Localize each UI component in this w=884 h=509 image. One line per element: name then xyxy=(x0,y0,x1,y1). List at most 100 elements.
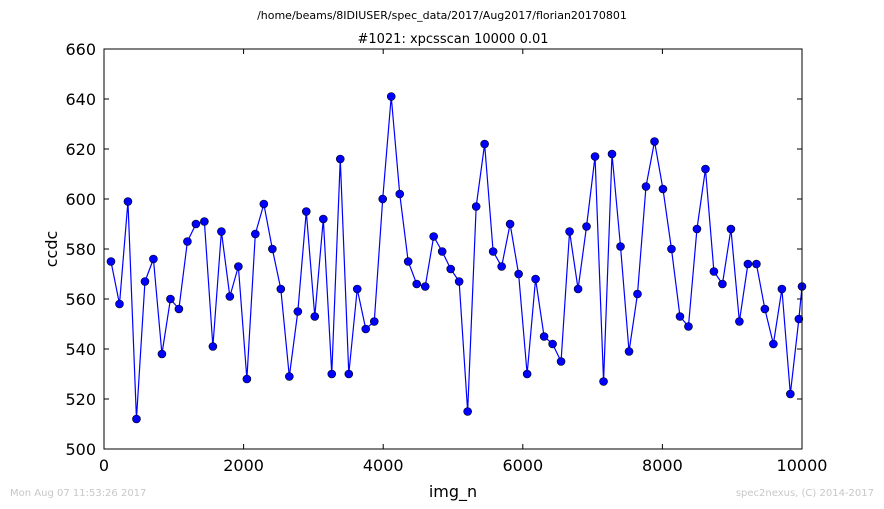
data-point xyxy=(335,154,345,164)
data-point xyxy=(573,284,583,294)
x-tick-label: 4000 xyxy=(363,456,404,475)
data-point xyxy=(174,304,184,314)
data-point xyxy=(412,279,422,289)
y-tick-label: 640 xyxy=(65,90,96,109)
data-point xyxy=(200,217,209,226)
data-point xyxy=(590,152,600,161)
data-point xyxy=(522,369,532,379)
y-axis-label: ccdc xyxy=(42,231,61,268)
data-point xyxy=(115,299,124,309)
data-point xyxy=(191,219,201,229)
data-point xyxy=(582,222,591,231)
data-point xyxy=(641,182,651,191)
data-point xyxy=(599,377,608,386)
data-point xyxy=(395,189,405,199)
data-point xyxy=(463,407,472,416)
footer-timestamp: Mon Aug 07 11:53:26 2017 xyxy=(10,488,147,499)
y-tick-label: 540 xyxy=(65,340,96,359)
data-point xyxy=(310,312,320,321)
data-point xyxy=(437,247,447,256)
data-point xyxy=(650,137,659,146)
data-point xyxy=(361,324,371,334)
data-point xyxy=(344,369,354,379)
x-tick-label: 2000 xyxy=(223,456,264,475)
data-point xyxy=(743,259,753,269)
data-point xyxy=(548,339,557,349)
data-point xyxy=(454,277,464,286)
data-point xyxy=(140,277,150,286)
data-point xyxy=(285,372,294,381)
data-point xyxy=(386,92,396,101)
data-point xyxy=(123,197,133,206)
data-point xyxy=(514,269,523,279)
data-point xyxy=(352,284,362,294)
data-point xyxy=(183,237,192,246)
axes: 0 2000 4000 6000 8000 10000 500 520 540 560 580 600… xyxy=(65,40,827,475)
plot-area xyxy=(106,92,807,424)
x-tick-label: 10000 xyxy=(777,456,828,475)
chart-suptitle: /home/beams/8IDIUSER/spec_data/2017/Aug2… xyxy=(257,9,627,22)
data-point xyxy=(293,307,303,316)
x-axis-label: img_n xyxy=(429,482,477,502)
data-point xyxy=(684,322,693,331)
data-point xyxy=(531,274,540,284)
data-point xyxy=(794,314,804,324)
data-point xyxy=(217,227,226,236)
data-point xyxy=(446,264,455,274)
y-tick-label: 500 xyxy=(65,440,96,459)
data-point xyxy=(658,184,668,194)
data-point xyxy=(624,347,634,356)
data-point xyxy=(505,219,515,229)
data-point xyxy=(769,339,778,349)
x-tick-label: 0 xyxy=(99,456,109,475)
data-point xyxy=(429,232,438,241)
data-point xyxy=(777,284,787,294)
data-point xyxy=(319,214,328,224)
data-point xyxy=(301,207,311,216)
data-point xyxy=(675,312,685,321)
data-point xyxy=(718,279,727,289)
data-point xyxy=(225,292,235,301)
data-point xyxy=(633,289,642,299)
x-tick-label: 8000 xyxy=(642,456,683,475)
data-point xyxy=(726,224,736,234)
data-point xyxy=(667,244,676,254)
data-point xyxy=(616,242,625,251)
footer-credit: spec2nexus, (C) 2014-2017 xyxy=(735,488,874,499)
data-point xyxy=(251,229,260,239)
data-point xyxy=(420,282,430,291)
data-point xyxy=(132,414,141,424)
data-point xyxy=(497,262,506,271)
data-point xyxy=(539,332,549,341)
data-point xyxy=(735,317,744,326)
data-point xyxy=(378,194,388,204)
y-tick-label: 520 xyxy=(65,390,96,409)
data-point xyxy=(471,202,481,211)
data-point xyxy=(488,247,498,256)
y-tick-label: 620 xyxy=(65,140,96,159)
data-point xyxy=(242,374,252,384)
y-tick-label: 660 xyxy=(65,40,96,59)
data-point xyxy=(149,254,158,264)
series-line xyxy=(110,96,803,420)
data-point xyxy=(157,349,167,359)
data-point xyxy=(369,317,379,326)
data-point xyxy=(752,259,761,269)
data-point xyxy=(480,139,489,149)
data-point xyxy=(709,267,719,276)
data-point xyxy=(234,262,243,271)
data-point xyxy=(701,164,710,174)
data-point xyxy=(403,257,413,266)
data-point xyxy=(166,294,175,304)
plot-frame xyxy=(103,48,803,450)
data-point xyxy=(565,227,574,236)
data-point xyxy=(276,284,286,294)
chart-title: #1021: xpcsscan 10000 0.01 xyxy=(357,32,548,47)
y-tick-label: 560 xyxy=(65,290,96,309)
data-point xyxy=(760,304,770,314)
y-tick-label: 600 xyxy=(65,190,96,209)
data-point xyxy=(692,224,702,234)
data-point xyxy=(327,369,337,379)
data-point xyxy=(208,342,218,351)
